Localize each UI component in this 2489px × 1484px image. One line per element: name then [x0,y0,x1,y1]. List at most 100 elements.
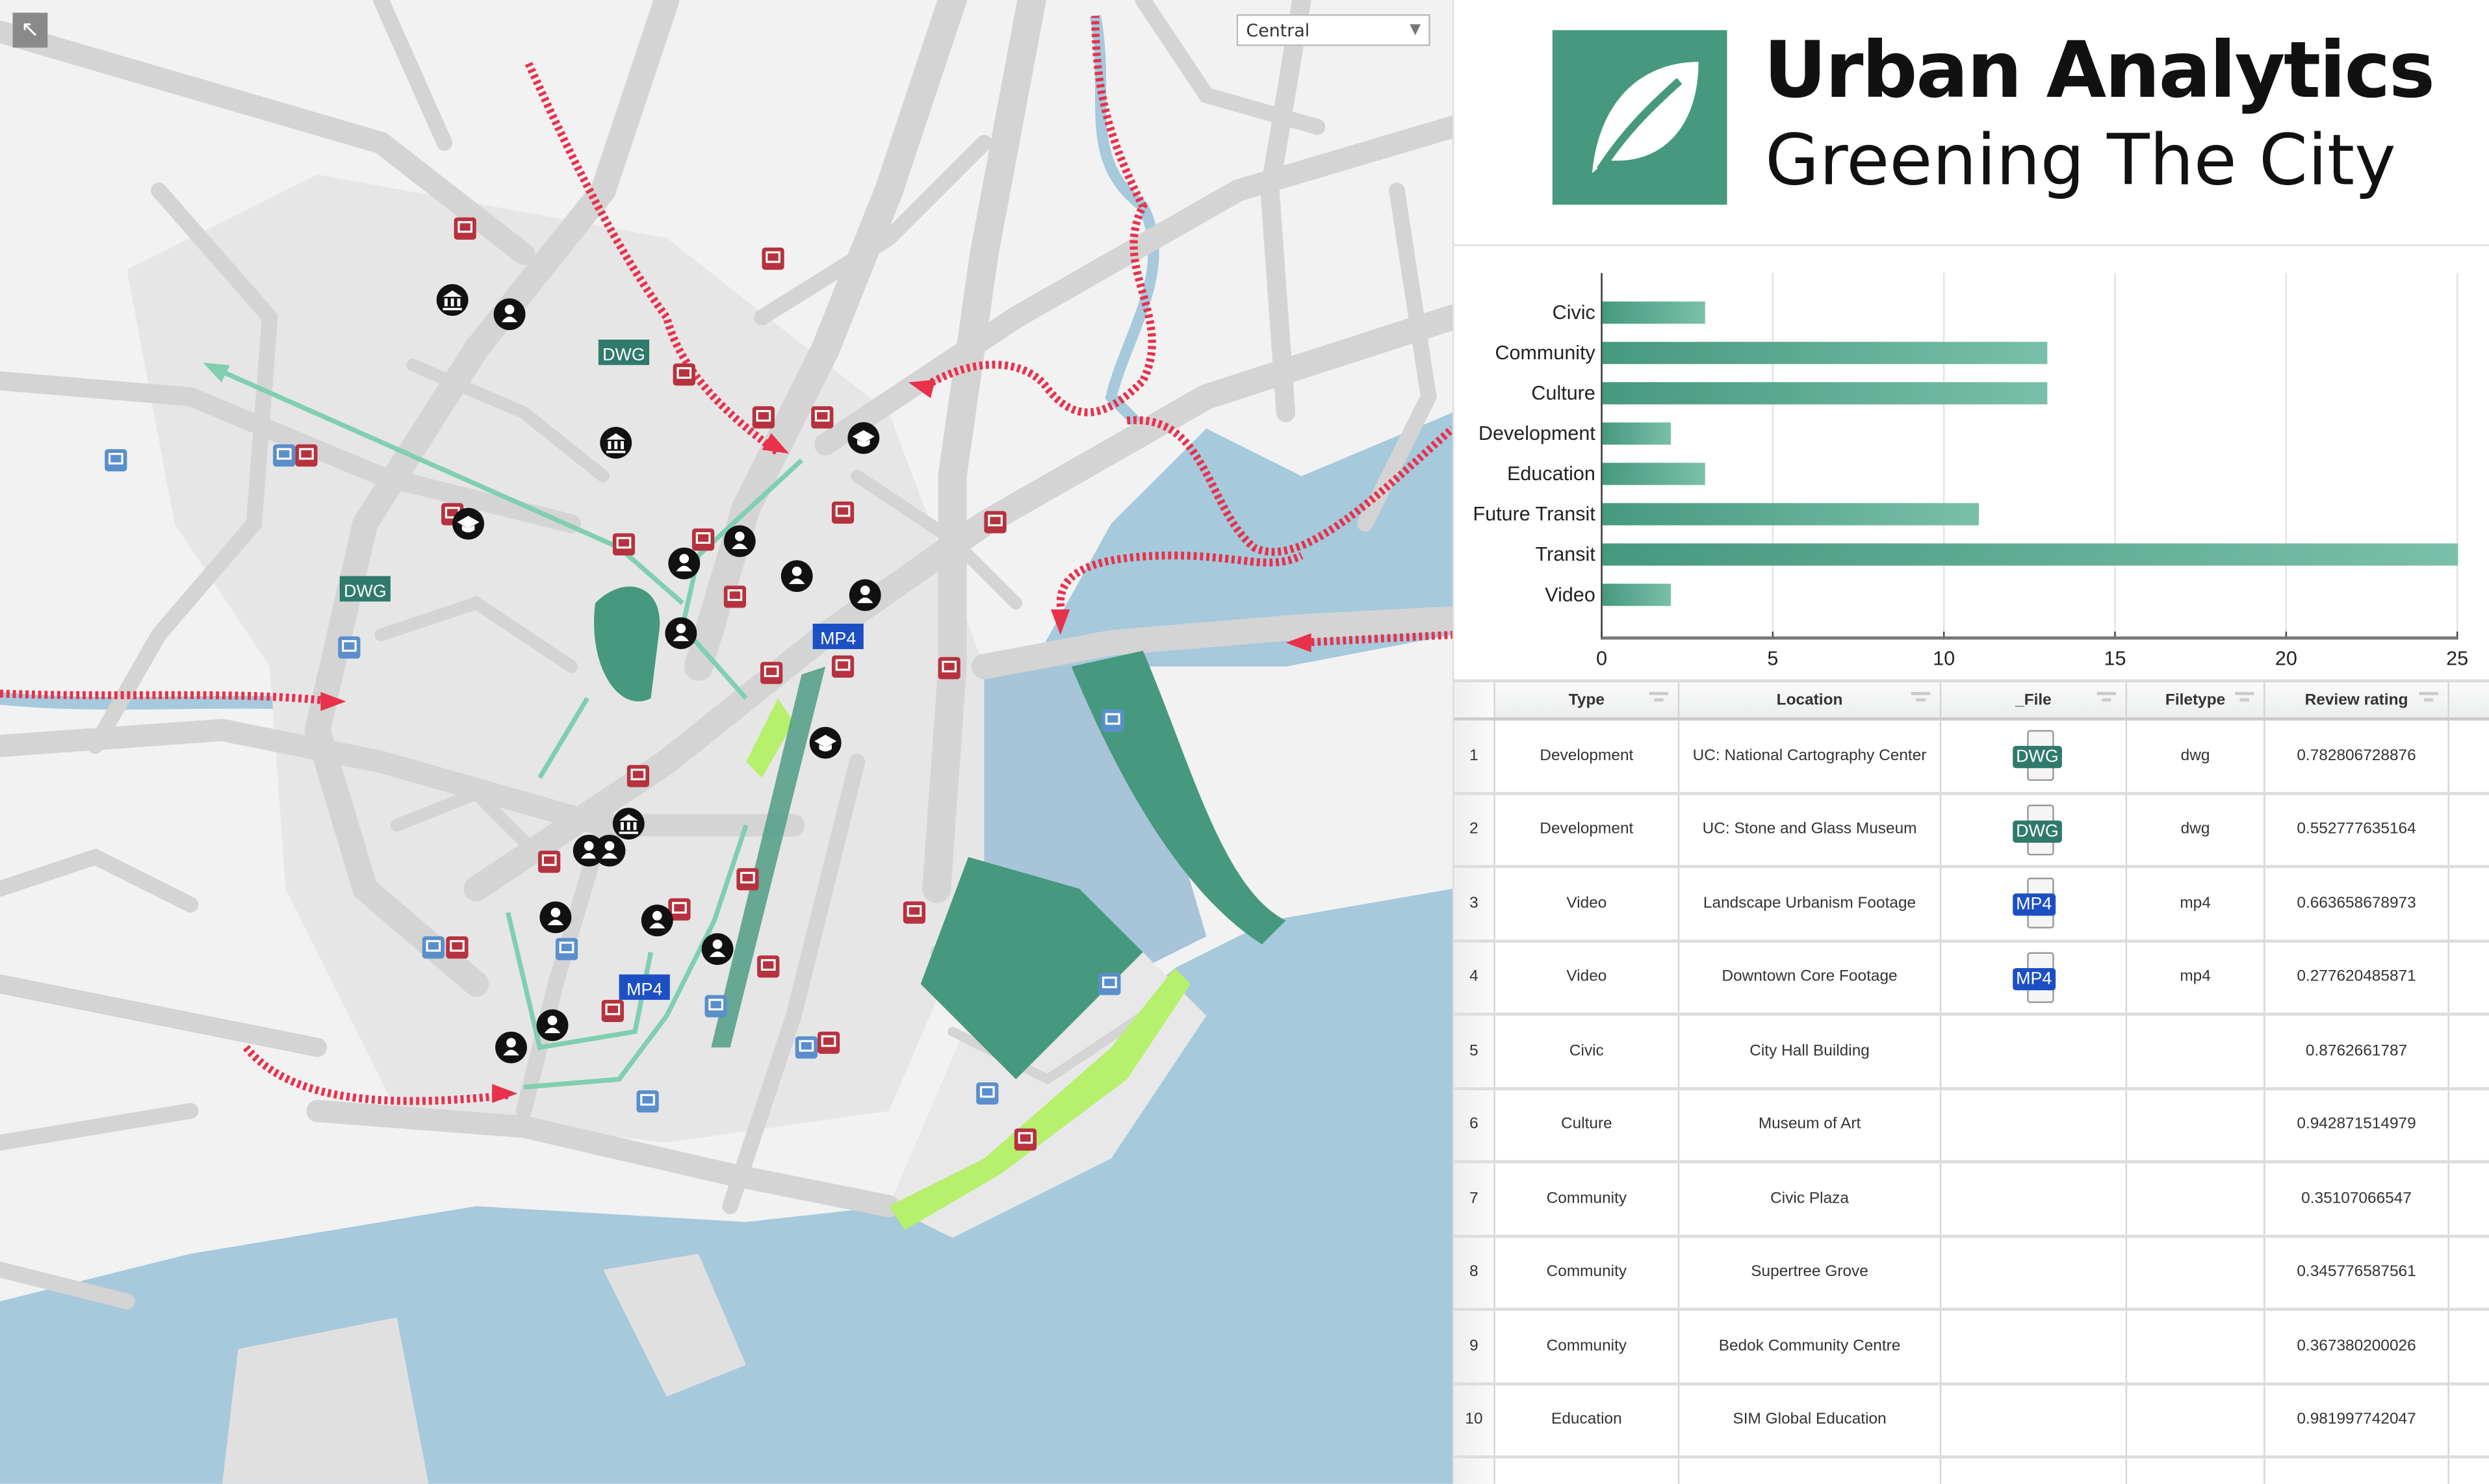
table-row[interactable]: 3 Video Landscape Urbanism Footage MP4 mp4 0.… [1454,868,2489,942]
education-cap-icon[interactable] [809,726,842,759]
community-person-icon[interactable] [723,525,756,557]
community-person-icon[interactable] [668,547,701,580]
table-row[interactable]: 5 Civic City Hall Building 0.8762661787 [1454,1016,2489,1090]
bar-education[interactable] [1602,463,1705,485]
education-cap-icon[interactable] [847,422,880,454]
bus-stop-icon[interactable] [938,657,961,680]
bus-stop-icon[interactable] [704,995,727,1017]
civic-building-icon[interactable] [612,808,645,840]
bus-stop-icon[interactable] [691,528,715,551]
table-row[interactable]: 1 Development UC: National Cartography Cen… [1454,720,2489,795]
bus-stop-icon[interactable] [762,248,784,270]
bus-stop-icon[interactable] [752,406,775,429]
region-select[interactable]: Central ▼ [1236,14,1430,46]
table-row[interactable]: 2 Development UC: Stone and Glass Museum DW… [1454,794,2489,869]
bus-stop-icon[interactable] [976,1082,999,1105]
table-row[interactable]: 6 Culture Museum of Art 0.942871514979 [1454,1089,2489,1164]
bus-stop-icon[interactable] [422,936,445,959]
filter-icon[interactable] [2096,691,2116,708]
map-label-dwg-2[interactable]: DWG [339,576,391,602]
bus-stop-icon[interactable] [984,511,1007,533]
community-person-icon[interactable] [593,834,626,867]
bar-video[interactable] [1602,583,1671,606]
bar-development[interactable] [1602,422,1671,445]
bar-future-transit[interactable] [1602,503,1980,526]
cell-location-text: Landscape Urbanism Footage [1703,895,1916,912]
filter-icon[interactable] [2235,691,2254,708]
bus-stop-icon[interactable] [538,851,561,873]
bus-stop-icon[interactable] [831,501,855,524]
bus-stop-icon[interactable] [673,363,695,386]
table-row[interactable]: 11CultureCivilisations Museum 0.404761447… [1454,1458,2489,1484]
table-row[interactable]: 8 Community Supertree Grove 0.345776587561 [1454,1237,2489,1311]
community-person-icon[interactable] [665,617,697,650]
filter-icon[interactable] [1649,691,1669,708]
bus-stop-icon[interactable] [736,868,759,891]
bus-stop-icon[interactable] [903,901,926,924]
civic-building-icon[interactable] [436,284,469,316]
community-person-icon[interactable] [780,560,813,593]
bus-stop-icon[interactable] [1098,973,1121,995]
map-label-mp4-2[interactable]: MP4 [619,974,670,1000]
map-label-dwg-1[interactable]: DWG [598,339,650,365]
table-row[interactable]: 7 Community Civic Plaza 0.35107066547 [1454,1163,2489,1238]
map-markers[interactable] [105,217,1311,1151]
y-category-label: Development [1478,422,1595,444]
bus-stop-icon[interactable] [831,655,855,678]
bus-stop-icon[interactable] [612,533,636,556]
bar-community[interactable] [1602,342,2048,365]
bus-stop-icon[interactable] [795,1036,818,1059]
bus-stop-icon[interactable] [626,765,650,787]
filter-icon[interactable] [1911,691,1931,708]
bus-stop-icon[interactable] [723,585,747,608]
table-row[interactable]: 9 Community Bedok Community Centre 0.367380… [1454,1311,2489,1385]
community-person-icon[interactable] [701,933,734,966]
community-person-icon[interactable] [536,1009,569,1042]
green-link [746,698,794,778]
mp4-file-icon[interactable]: MP4 [2013,951,2056,1003]
bus-stop-icon[interactable] [273,444,296,467]
bar-culture[interactable] [1602,382,2048,405]
bus-stop-icon[interactable] [295,444,318,467]
column-header-type[interactable]: Type [1495,682,1680,718]
bus-stop-icon[interactable] [338,636,361,659]
map-label-mp4-1[interactable]: MP4 [812,623,864,650]
cell-filetype [2127,1089,2265,1160]
bus-stop-icon[interactable] [454,217,476,240]
civic-building-icon[interactable] [600,427,632,459]
bus-stop-icon[interactable] [760,661,783,684]
bus-stop-icon[interactable] [555,938,578,960]
community-person-icon[interactable] [849,579,881,611]
dwg-file-icon[interactable]: DWG [2013,804,2062,855]
column-header-location[interactable]: Location [1679,682,1942,718]
education-cap-icon[interactable] [452,507,484,540]
dwg-file-icon[interactable]: DWG [2013,730,2062,782]
community-person-icon[interactable] [495,1031,527,1064]
bus-stop-icon[interactable] [811,406,834,429]
map-canvas[interactable]: DWG DWG MP4 MP4 [0,0,1452,1484]
community-person-icon[interactable] [539,901,572,934]
filter-icon[interactable] [2419,691,2438,708]
cell-file: DWG [1941,794,2128,865]
community-person-icon[interactable] [493,298,526,331]
bus-stop-icon[interactable] [105,449,127,472]
bus-stop-icon[interactable] [601,999,624,1023]
bus-stop-icon[interactable] [446,936,469,959]
bus-stop-icon[interactable] [636,1090,659,1113]
mp4-file-icon[interactable]: MP4 [2013,878,2056,929]
bus-stop-icon[interactable] [1014,1128,1037,1151]
community-person-icon[interactable] [641,904,673,937]
city-map[interactable]: DWG DWG MP4 MP4 ↖ Central ▼ [0,0,1452,1484]
bar-transit[interactable] [1602,543,2458,566]
bus-stop-icon[interactable] [1102,709,1124,732]
column-header-file[interactable]: _File [1941,682,2128,718]
table-row[interactable]: 10 Education SIM Global Education 0.9819977… [1454,1385,2489,1459]
bus-stop-icon[interactable] [757,955,780,978]
bus-stop-icon[interactable] [817,1031,840,1054]
table-row[interactable]: 4 Video Downtown Core Footage MP4 mp4 0.27762… [1454,941,2489,1016]
bar-civic[interactable] [1602,301,1705,324]
select-tool-icon[interactable]: ↖ [12,12,48,48]
column-header-filetype[interactable]: Filetype [2127,682,2265,718]
bus-stop-icon[interactable] [668,898,691,921]
column-header-review-rating[interactable]: Review rating [2265,682,2449,718]
